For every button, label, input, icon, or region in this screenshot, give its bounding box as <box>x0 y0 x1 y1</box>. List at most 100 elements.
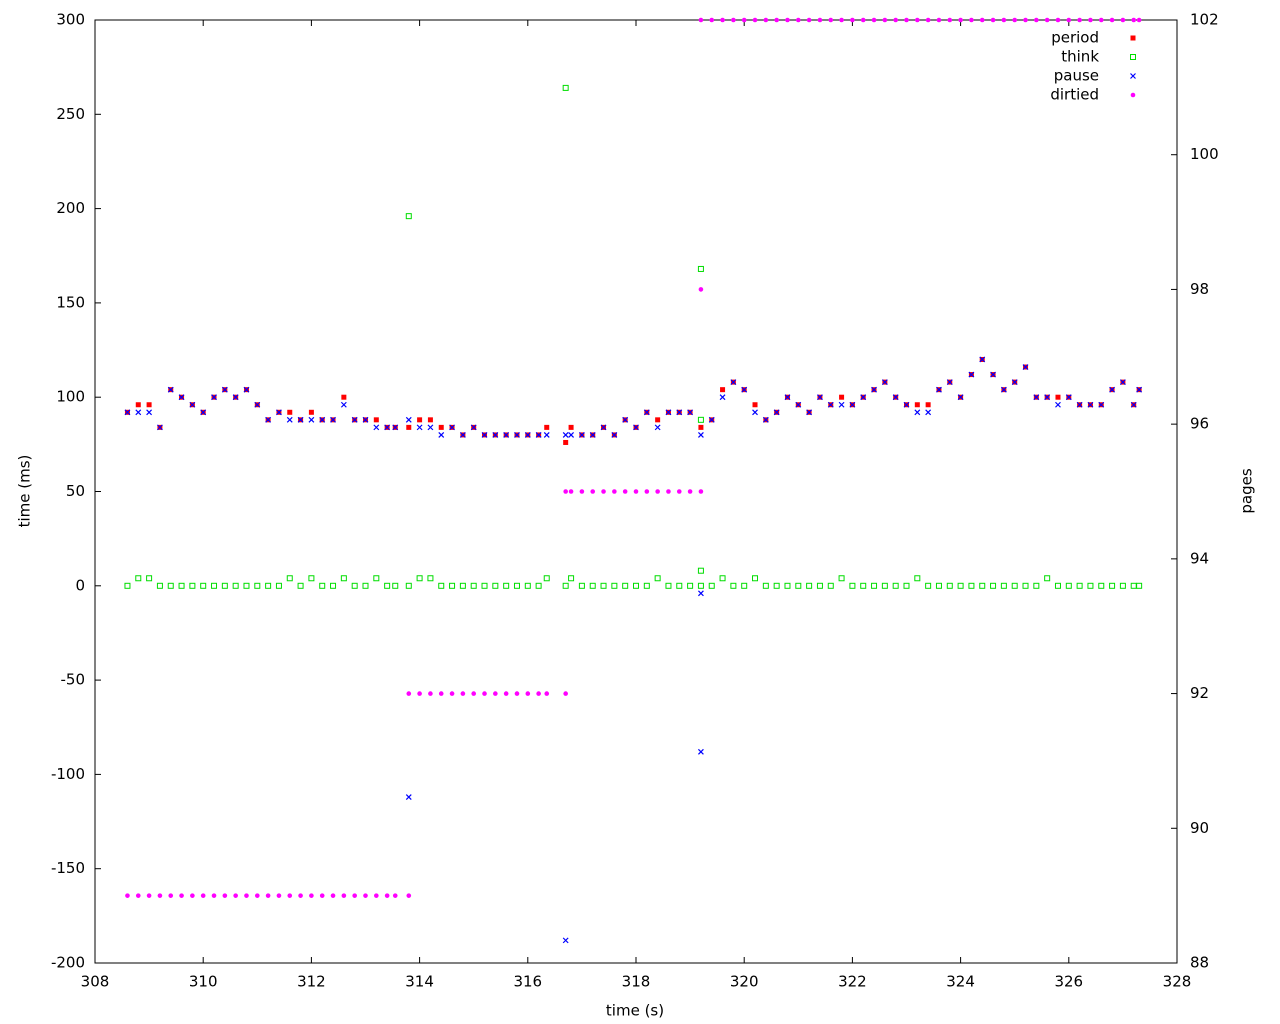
point <box>697 265 704 272</box>
point <box>405 794 412 800</box>
point <box>298 893 303 898</box>
point <box>1022 364 1029 370</box>
point <box>351 582 358 589</box>
x-tick-label: 326 <box>1054 973 1083 991</box>
point <box>373 424 380 431</box>
y-tick-label: 300 <box>56 11 85 29</box>
point <box>449 691 455 696</box>
point <box>200 409 207 416</box>
point <box>1098 582 1105 589</box>
point <box>190 893 195 898</box>
point <box>514 431 520 438</box>
point <box>1130 401 1137 408</box>
point <box>719 394 726 401</box>
point <box>135 575 142 582</box>
point <box>665 582 672 589</box>
point <box>979 582 986 589</box>
point <box>525 691 531 696</box>
point <box>730 582 737 589</box>
y2-tick-label: 92 <box>1190 684 1209 702</box>
point <box>741 17 747 23</box>
point <box>562 582 569 589</box>
point <box>612 489 617 494</box>
point <box>135 893 141 898</box>
point <box>330 416 336 423</box>
point <box>796 17 801 23</box>
point <box>416 575 423 582</box>
point <box>697 590 704 597</box>
point <box>406 424 412 430</box>
point <box>265 416 272 423</box>
point <box>568 424 574 430</box>
point <box>904 17 909 23</box>
point <box>459 582 466 589</box>
point <box>417 417 423 423</box>
point <box>1130 73 1136 79</box>
point <box>1076 582 1083 589</box>
point <box>1000 386 1007 393</box>
x-tick-label: 318 <box>622 973 651 991</box>
y-tick-label: -150 <box>51 859 85 877</box>
point <box>990 17 996 23</box>
point <box>562 431 569 438</box>
point <box>655 417 661 423</box>
point <box>156 582 163 589</box>
point <box>514 691 520 696</box>
point <box>481 582 488 589</box>
x-tick-label: 324 <box>946 973 975 991</box>
point <box>633 489 639 494</box>
y2-tick-label: 94 <box>1190 549 1209 567</box>
point <box>697 748 704 755</box>
point <box>838 575 845 582</box>
point <box>643 582 650 589</box>
point <box>600 582 607 589</box>
point <box>752 575 759 582</box>
point <box>1055 17 1061 23</box>
point <box>374 893 379 898</box>
point <box>622 489 628 494</box>
point <box>562 84 569 91</box>
point <box>384 424 391 431</box>
point <box>1119 582 1126 589</box>
point <box>449 424 455 431</box>
point <box>254 582 261 589</box>
point <box>589 431 596 438</box>
point <box>892 394 899 401</box>
point <box>925 402 931 408</box>
point <box>493 691 498 696</box>
point <box>881 582 888 589</box>
point <box>563 489 568 494</box>
point <box>1109 582 1116 589</box>
point <box>990 582 997 589</box>
point <box>969 17 974 23</box>
point <box>633 582 639 589</box>
point <box>1130 582 1137 589</box>
point <box>168 893 174 898</box>
point <box>1066 17 1072 23</box>
point <box>1077 17 1082 23</box>
point <box>881 379 888 386</box>
point <box>654 424 661 431</box>
point <box>392 893 398 898</box>
y-tick-label: 100 <box>56 388 85 406</box>
point <box>709 17 715 23</box>
point <box>286 575 293 582</box>
x-axis-label: time (s) <box>606 1002 664 1020</box>
point <box>1001 17 1007 23</box>
point <box>178 394 185 401</box>
point <box>275 582 282 589</box>
point <box>752 17 758 23</box>
point <box>362 582 369 589</box>
point <box>795 401 802 408</box>
point <box>935 582 942 589</box>
point <box>297 416 304 423</box>
point <box>698 424 704 430</box>
point <box>655 489 660 494</box>
x-tick-label: 314 <box>405 973 434 991</box>
point <box>622 582 629 589</box>
point <box>806 582 813 589</box>
point <box>871 386 877 393</box>
point <box>654 575 661 582</box>
point <box>287 409 293 415</box>
